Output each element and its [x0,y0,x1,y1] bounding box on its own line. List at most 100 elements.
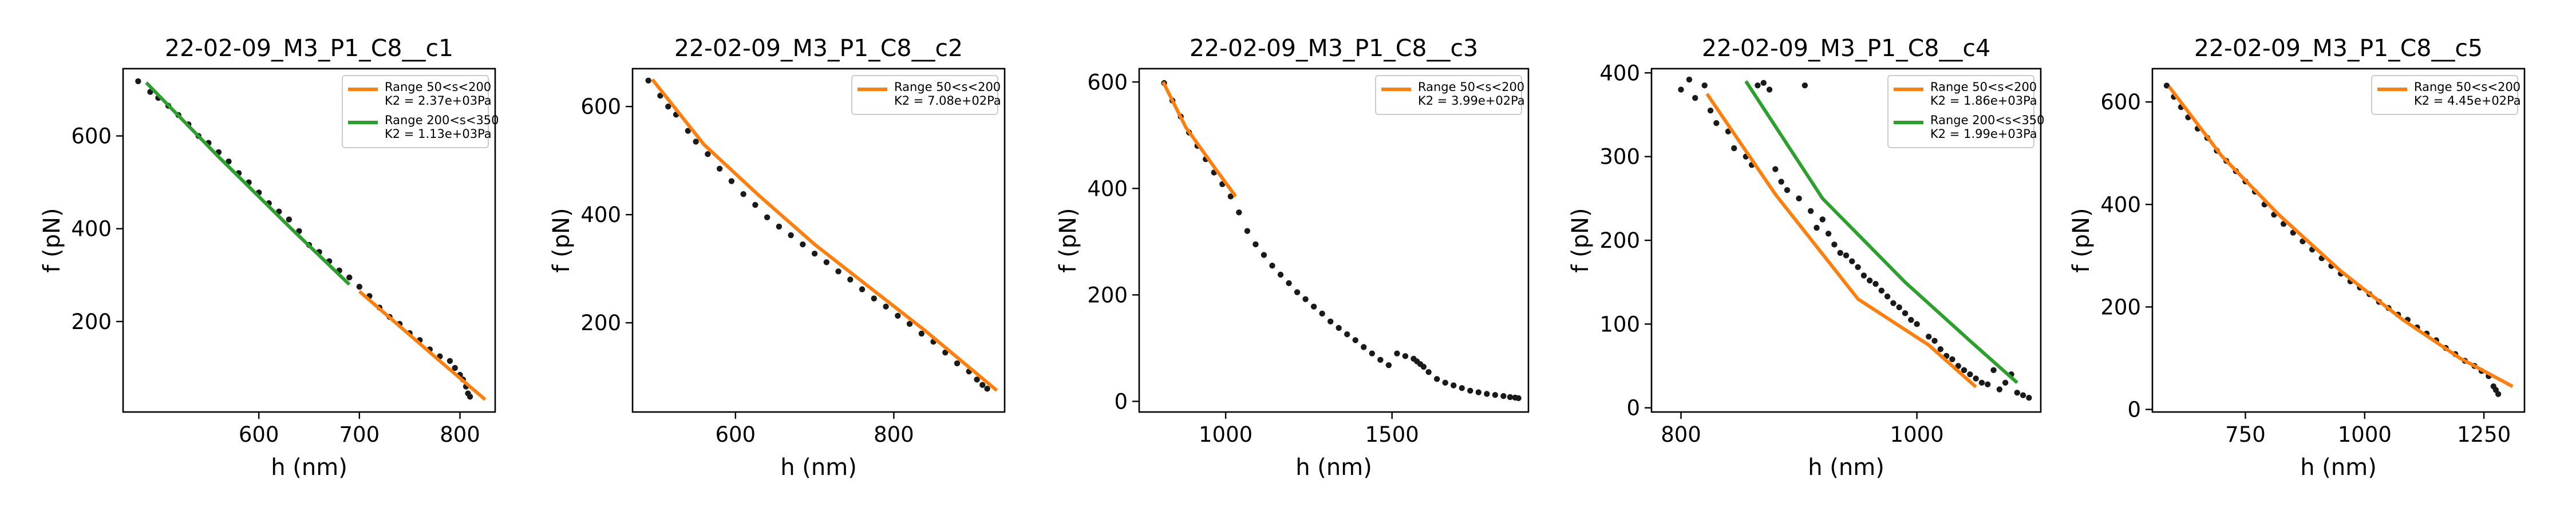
data-point [776,223,783,230]
x-tick-label: 1000 [1199,422,1253,447]
data-point [1236,209,1242,216]
data-point [1955,363,1961,369]
axes-frame [2151,68,2526,413]
chart-title: 22-02-09_M3_P1_C8__c5 [2194,34,2483,62]
data-point [356,283,363,290]
y-axis-label: f (pN) [1567,208,1594,272]
data-point [1678,86,1684,93]
data-point [979,382,986,388]
data-point [1402,353,1409,359]
data-point [800,241,806,248]
y-tick-label: 300 [1599,145,1640,169]
data-point [1831,241,1838,248]
x-tick-label: 1250 [2457,422,2511,447]
data-point [1344,331,1350,338]
data-point [1949,356,1955,363]
data-point [859,286,866,292]
y-tick-label: 600 [580,94,621,119]
plot-area [1161,80,1522,402]
x-tick-label: 1500 [1365,422,1419,447]
data-point [1796,195,1802,202]
data-point [1515,395,1522,402]
data-point [2020,392,2026,398]
legend-k2: K2 = 1.86e+03Pa [1930,94,2037,108]
legend-label: Range 50<s<200 [385,80,491,94]
x-tick-label: 800 [874,422,914,447]
data-point [2026,394,2032,401]
data-point [1261,252,1267,258]
data-point [974,377,980,383]
data-point [1731,145,1737,152]
data-point [811,250,818,257]
legend-box [1375,75,1522,115]
fit-line-2 [145,81,351,286]
legend-k2: K2 = 1.99e+03Pa [1930,127,2037,141]
data-point [1931,338,1938,344]
data-point [1996,386,2003,393]
data-point [286,216,293,223]
legend-k2: K2 = 2.37e+03Pa [385,94,492,108]
data-point [823,259,830,266]
y-tick-label: 200 [71,310,112,334]
data-point [1327,318,1334,325]
y-tick-label: 200 [580,311,621,335]
data-point [1451,382,1457,389]
data-point [665,103,671,110]
data-point [1385,362,1392,369]
data-point [895,312,901,319]
data-point [1819,216,1826,223]
y-axis-label: f (pN) [548,208,575,272]
data-point [1394,350,1400,356]
data-point [1755,82,1761,89]
data-point [1713,120,1720,126]
data-point [1902,310,1909,316]
y-tick-label: 600 [1087,70,1128,94]
data-point [954,360,961,367]
data-point [1253,241,1259,248]
y-tick-label: 0 [2127,398,2141,422]
y-tick-label: 0 [1626,396,1640,421]
data-point [2163,82,2170,89]
y-tick-label: 100 [1599,312,1640,336]
data-point [645,77,651,84]
data-point [693,138,699,145]
y-tick-label: 200 [2100,295,2141,319]
data-point [1475,389,1482,395]
data-point [1884,293,1891,300]
data-point [1286,280,1292,287]
data-point [1500,393,1507,399]
x-tick-label: 1000 [2338,422,2392,447]
data-point [1459,385,1465,391]
y-axis-label: f (pN) [39,208,65,272]
data-point [705,151,711,157]
chart-title: 22-02-09_M3_P1_C8__c4 [1702,34,1990,62]
y-axis-label: f (pN) [1055,208,1081,272]
chart-panel-5: 22-02-09_M3_P1_C8__c5 750 1000 1250 0 200 400 6… [2068,34,2526,481]
data-point [1425,369,1432,375]
y-tick-label: 400 [1599,61,1640,85]
data-point [835,268,841,275]
data-point [1467,387,1473,394]
data-point [467,394,473,400]
data-point [1778,179,1784,185]
legend-k2: K2 = 4.45e+02Pa [2414,94,2521,108]
data-point [1843,252,1850,259]
data-point [918,330,924,337]
chart-title: 22-02-09_M3_P1_C8__c1 [165,34,453,62]
plot-area [2163,82,2514,397]
fit-line-1 [651,78,998,392]
data-point [788,232,794,239]
data-point [1294,289,1301,295]
data-point [1985,381,1991,387]
data-point [1227,193,1234,200]
data-point [1784,187,1791,193]
x-tick-label: 800 [440,422,480,447]
data-point [1814,224,1820,231]
x-tick-label: 600 [715,422,756,447]
legend-label: Range 50<s<200 [1418,80,1524,94]
axes-frame [122,68,496,413]
